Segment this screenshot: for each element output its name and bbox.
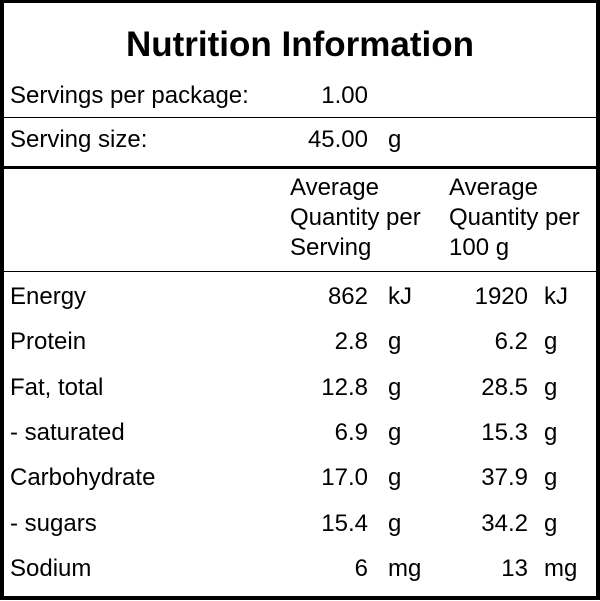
per-100g-unit: kJ [544, 283, 568, 310]
per-serving-value: 862 [327, 283, 368, 310]
per-serving-header-line: Average [290, 174, 379, 201]
per-100g-header-line: 100 g [449, 234, 510, 261]
nutrient-name: Fat, total [10, 374, 104, 401]
per-serving-header-line: Serving [290, 234, 372, 261]
nutrient-name: Protein [10, 328, 87, 355]
per-serving-value: 6.9 [334, 419, 368, 446]
per-serving-unit: g [388, 510, 402, 537]
per-100g-value: 6.2 [494, 328, 528, 355]
per-serving-unit: mg [388, 555, 422, 582]
per-serving-value: 2.8 [334, 328, 368, 355]
per-serving-header-line: Quantity per [290, 204, 421, 231]
nutrient-name: Carbohydrate [10, 464, 156, 491]
per-100g-unit: g [544, 328, 558, 355]
serving-size-unit: g [388, 126, 402, 153]
divider [4, 117, 596, 118]
per-serving-unit: g [388, 374, 402, 401]
per-100g-unit: g [544, 464, 558, 491]
serving-size-label: Serving size: [10, 126, 148, 153]
nutrient-name: Sodium [10, 555, 92, 582]
serving-size-value: 45.00 [307, 126, 368, 153]
header-divider [4, 166, 596, 169]
per-serving-value: 17.0 [321, 464, 368, 491]
per-100g-value: 28.5 [481, 374, 528, 401]
per-100g-value: 34.2 [481, 510, 528, 537]
per-100g-unit: g [544, 374, 558, 401]
per-serving-header: Average Quantity per Serving [290, 173, 421, 263]
per-100g-value: 1920 [474, 283, 528, 310]
per-100g-unit: g [544, 419, 558, 446]
per-serving-unit: kJ [388, 283, 412, 310]
per-serving-value: 12.8 [321, 374, 368, 401]
per-100g-header-line: Average [449, 174, 538, 201]
per-serving-unit: g [388, 328, 402, 355]
nutrient-name: - saturated [10, 419, 125, 446]
per-serving-value: 6 [354, 555, 368, 582]
nutrient-name: - sugars [10, 510, 97, 537]
per-100g-unit: mg [544, 555, 578, 582]
per-100g-header-line: Quantity per [449, 204, 580, 231]
nutrient-name: Energy [10, 283, 87, 310]
per-100g-value: 15.3 [481, 419, 528, 446]
servings-label: Servings per package: [10, 82, 249, 109]
divider [4, 271, 596, 272]
per-serving-value: 15.4 [321, 510, 368, 537]
per-serving-unit: g [388, 419, 402, 446]
servings-value: 1.00 [321, 82, 368, 109]
per-serving-unit: g [388, 464, 402, 491]
per-100g-header: Average Quantity per 100 g [449, 173, 580, 263]
per-100g-unit: g [544, 510, 558, 537]
per-100g-value: 13 [501, 555, 528, 582]
panel-title: Nutrition Information [125, 25, 474, 64]
per-100g-value: 37.9 [481, 464, 528, 491]
